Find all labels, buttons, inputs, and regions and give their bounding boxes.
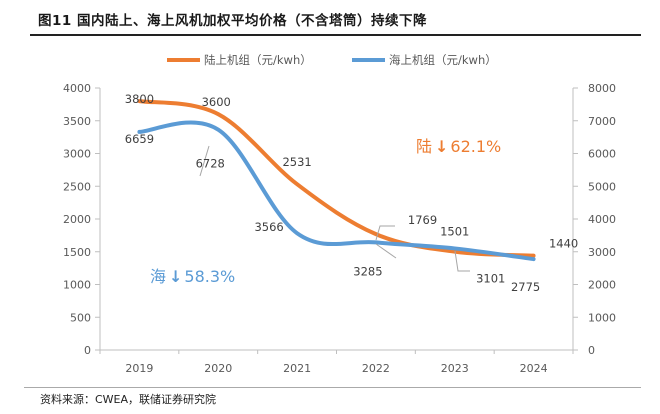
annotation-onshore-decline: 陆 ↓ 62.1% (416, 137, 501, 156)
data-label-offshore: 3101 (476, 271, 505, 285)
y-left-tick-label: 3500 (63, 115, 91, 128)
y-right-tick-label: 0 (588, 344, 595, 357)
y-right-tick-label: 2000 (588, 279, 616, 292)
source-divider (24, 387, 641, 388)
data-label-onshore: 1501 (440, 225, 469, 239)
x-tick-label: 2019 (125, 362, 153, 375)
y-left-tick-label: 2500 (63, 180, 91, 193)
data-label-onshore: 3600 (202, 95, 231, 109)
data-label-onshore: 1440 (549, 237, 578, 251)
y-right-tick-label: 5000 (588, 180, 616, 193)
data-label-onshore: 3800 (125, 92, 154, 106)
y-right-tick-label: 3000 (588, 246, 616, 259)
y-left-tick-label: 3000 (63, 148, 91, 161)
x-tick-label: 2021 (283, 362, 311, 375)
y-left-tick-label: 2000 (63, 213, 91, 226)
annotation-offshore-decline: 海 ↓ 58.3% (150, 267, 235, 286)
annotation-value: 62.1% (450, 137, 501, 156)
annotation-prefix: 海 (150, 267, 166, 286)
data-label-offshore: 6728 (196, 157, 225, 171)
x-tick-label: 2024 (520, 362, 548, 375)
x-tick-label: 2020 (204, 362, 232, 375)
data-label-onshore: 1769 (408, 213, 437, 227)
legend: 陆上机组（元/kwh） 海上机组（元/kwh） (167, 53, 497, 67)
label-leader-line (375, 243, 397, 259)
y-left-tick-label: 1000 (63, 279, 91, 292)
legend-label-onshore: 陆上机组（元/kwh） (204, 53, 312, 67)
label-leader-line (454, 250, 470, 272)
data-label-offshore: 2775 (511, 280, 540, 294)
legend-label-offshore: 海上机组（元/kwh） (389, 53, 497, 67)
y-right-tick-label: 6000 (588, 148, 616, 161)
annotation-value: 58.3% (184, 267, 235, 286)
y-right-tick-label: 7000 (588, 115, 616, 128)
y-left-tick-label: 0 (84, 344, 91, 357)
y-left-tick-label: 4000 (63, 82, 91, 95)
x-tick-label: 2022 (362, 362, 390, 375)
annotation-prefix: 陆 (416, 137, 432, 156)
down-arrow-icon: ↓ (435, 137, 448, 156)
y-right-tick-label: 1000 (588, 311, 616, 324)
source-note: 资料来源：CWEA，联储证券研究院 (40, 393, 217, 406)
data-label-offshore: 3566 (254, 220, 283, 234)
y-left-tick-label: 1500 (63, 246, 91, 259)
y-right-tick-label: 8000 (588, 82, 616, 95)
y-left-tick-label: 500 (70, 311, 91, 324)
title-divider (30, 34, 641, 36)
down-arrow-icon: ↓ (169, 267, 182, 286)
y-right-tick-label: 4000 (588, 213, 616, 226)
x-tick-label: 2023 (441, 362, 469, 375)
data-label-offshore: 6659 (125, 132, 154, 146)
series-lines (137, 99, 536, 262)
label-leader-line (199, 145, 210, 177)
data-label-onshore: 2531 (282, 155, 311, 169)
label-leader-line (375, 225, 395, 241)
axes: 0 500 1000 1500 2000 2500 3000 3500 4000 0 1000 200… (63, 82, 616, 375)
data-label-offshore: 3285 (353, 264, 382, 278)
figure-title: 图11 国内陆上、海上风机加权平均价格（不含塔筒）持续下降 (38, 13, 427, 29)
annotations: 陆 ↓ 62.1%海 ↓ 58.3% (150, 137, 501, 286)
series-line-offshore (137, 120, 536, 262)
